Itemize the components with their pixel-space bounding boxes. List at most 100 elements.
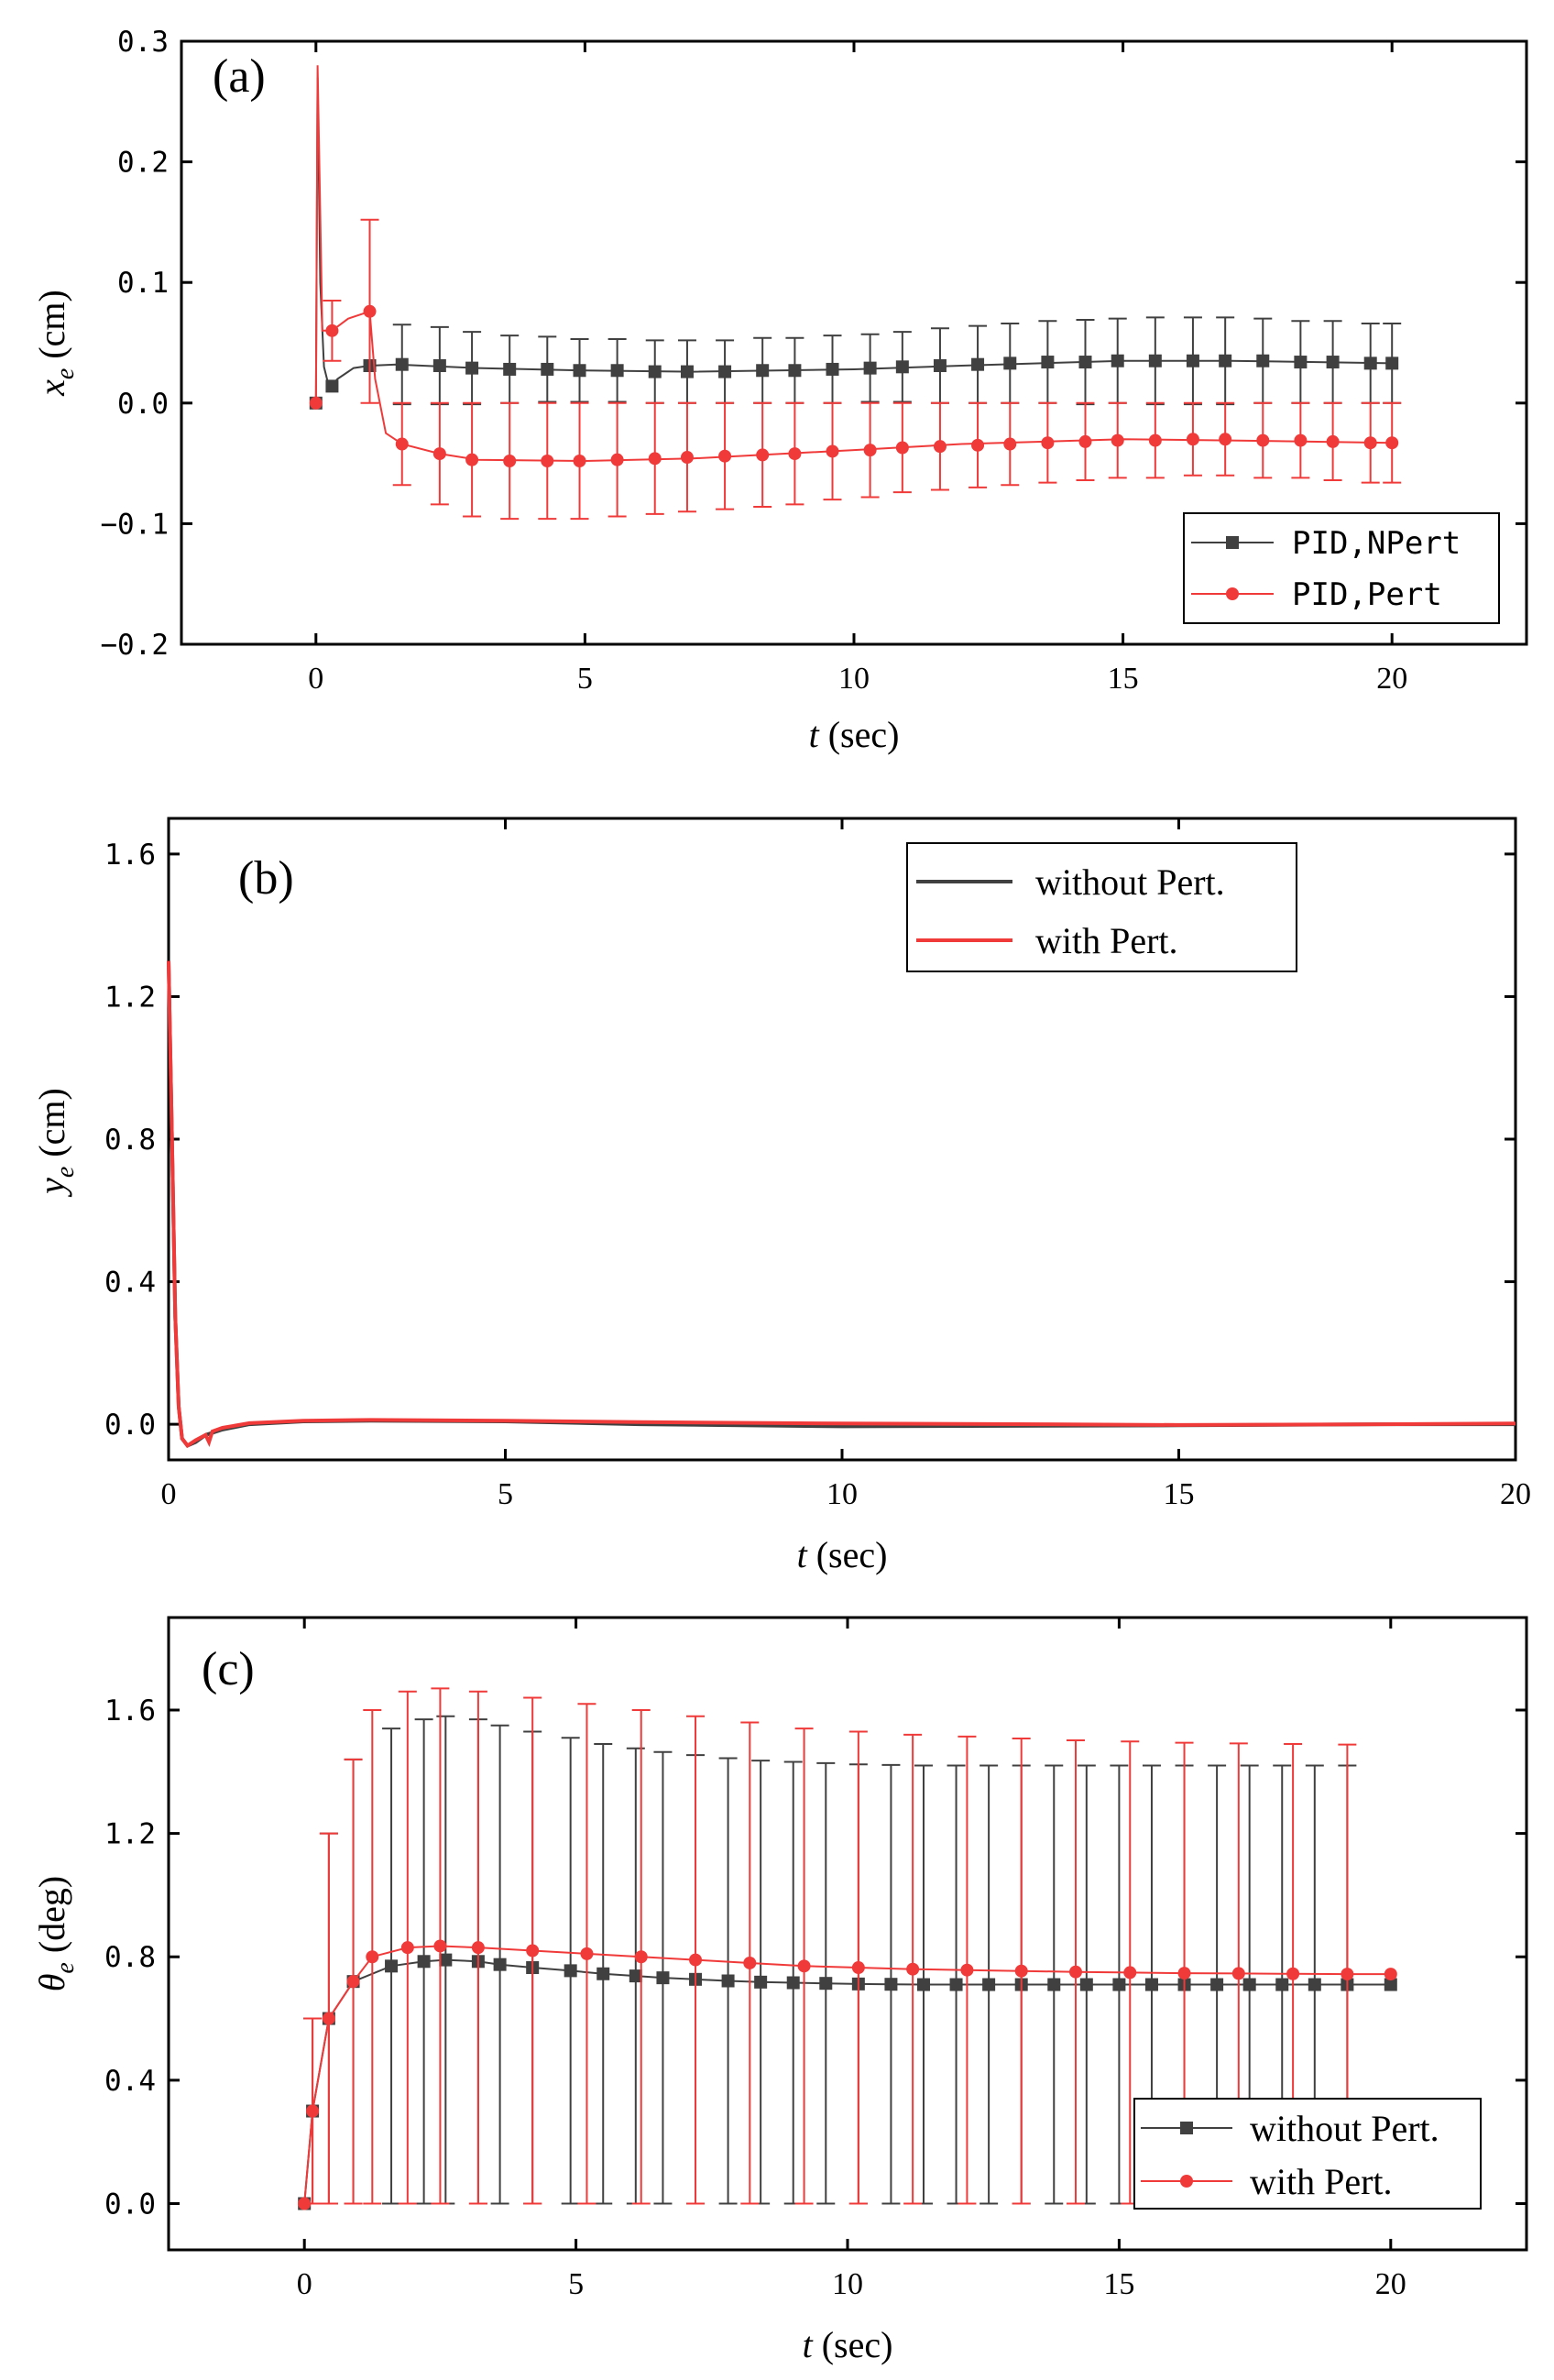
y-tick-label: 1.2 — [104, 1818, 156, 1851]
data-point — [471, 1941, 485, 1955]
legend-pert-marker — [1226, 587, 1239, 600]
data-point — [573, 364, 586, 378]
data-point — [1148, 354, 1162, 367]
data-point — [1079, 1978, 1093, 1991]
data-point — [756, 364, 770, 378]
data-point — [366, 1950, 379, 1964]
data-point — [680, 365, 694, 378]
data-point — [417, 1955, 431, 1969]
data-point — [826, 444, 839, 458]
panel-a-x-ticks: 0 5 10 15 20 — [308, 41, 1407, 696]
panel-a-x-axis-label: t (sec) — [809, 714, 900, 755]
data-point — [689, 1953, 703, 1967]
panel-c-label: (c) — [202, 1643, 255, 1695]
legend-npert-left: PID — [1292, 525, 1348, 562]
data-point — [526, 1944, 540, 1958]
data-point — [432, 359, 446, 373]
y-tick-label: 0.0 — [117, 388, 169, 421]
series-pid-pert — [309, 65, 1402, 521]
data-point — [1210, 1978, 1224, 1991]
data-point — [1219, 433, 1232, 446]
x-tick-label: 20 — [1500, 1477, 1531, 1511]
x-tick-label: 15 — [1164, 1477, 1195, 1511]
data-point — [743, 1956, 757, 1969]
x-tick-label: 10 — [838, 662, 870, 696]
data-point — [1123, 1966, 1137, 1980]
data-point — [1231, 1967, 1245, 1980]
panel-b-legend-entry-without: without Pert. — [916, 861, 1225, 903]
panel-a-plot-area — [309, 65, 1402, 521]
data-point — [610, 453, 624, 466]
legend-npert-marker — [1226, 536, 1239, 549]
x-tick-label: 5 — [498, 1477, 513, 1511]
panel-b-x-axis-label: t (sec) — [797, 1534, 888, 1575]
data-point — [1308, 1978, 1321, 1991]
legend-pert-sep: , — [1348, 576, 1366, 613]
data-point — [564, 1964, 577, 1978]
legend-c-with-marker — [1180, 2175, 1193, 2188]
legend-b-with-text: with Pert. — [1035, 920, 1178, 961]
x-tick-label: 0 — [161, 1477, 177, 1511]
legend-npert-sep: , — [1348, 525, 1366, 562]
data-point — [610, 364, 624, 378]
data-point — [325, 324, 339, 337]
x-tick-label: 15 — [1103, 2267, 1134, 2301]
panel-b-label: (b) — [238, 852, 294, 905]
y-tick-label: 0.1 — [117, 267, 169, 300]
panel-b: 0.0 0.4 0.8 1.2 1.6 0 5 10 15 20 (b) t (sec) ye … — [31, 817, 1531, 1575]
data-point — [1275, 1978, 1289, 1991]
x-tick-label: 20 — [1375, 2267, 1406, 2301]
data-point — [1256, 433, 1270, 447]
panel-a-legend-entry-npert: PID,NPert — [1191, 525, 1461, 562]
panel-c-x-axis-label: t (sec) — [803, 2324, 893, 2365]
data-point — [1256, 354, 1270, 367]
data-point — [786, 1976, 800, 1990]
data-point — [465, 361, 479, 375]
panel-c-y-axis-label: θe (deg) — [31, 1876, 80, 1992]
y-tick-label: −0.1 — [100, 508, 169, 541]
series-line — [167, 960, 1516, 1448]
y-tick-label: 0.0 — [104, 2188, 156, 2221]
data-point — [306, 2104, 320, 2118]
data-point — [298, 2197, 312, 2210]
data-point — [1286, 1967, 1300, 1980]
data-point — [634, 1950, 648, 1964]
data-point — [432, 447, 446, 461]
y-tick-label: 0.8 — [104, 1124, 156, 1157]
x-tick-label: 5 — [568, 2267, 584, 2301]
data-point — [1177, 1967, 1191, 1980]
data-point — [1385, 436, 1399, 450]
data-point — [395, 357, 409, 371]
data-point — [656, 1971, 670, 1985]
data-point — [596, 1967, 610, 1980]
data-point — [322, 2012, 335, 2025]
x-tick-label: 15 — [1108, 662, 1139, 696]
data-point — [1068, 1965, 1082, 1979]
y-tick-label: 0.0 — [104, 1409, 156, 1442]
panel-a-label: (a) — [213, 50, 266, 103]
data-point — [718, 365, 732, 378]
data-point — [933, 440, 947, 454]
data-point — [1384, 1978, 1397, 1991]
data-point — [1326, 434, 1340, 448]
data-point — [648, 452, 662, 466]
panel-a-legend-box — [1183, 512, 1500, 624]
x-tick-label: 0 — [297, 2267, 312, 2301]
data-point — [573, 454, 586, 467]
panel-a-y-axis-label: xe (cm) — [31, 290, 80, 397]
panel-a-legend: PID,NPert PID,Pert — [1183, 512, 1500, 624]
data-point — [819, 1977, 833, 1991]
data-point — [916, 1978, 930, 1991]
data-point — [1078, 356, 1092, 369]
y-tick-label: 1.6 — [104, 839, 156, 872]
data-point — [788, 364, 802, 378]
data-point — [1041, 356, 1055, 369]
data-point — [648, 365, 662, 378]
series-with-pert — [167, 960, 1516, 1449]
panel-c-x-ticks: 0 5 10 15 20 — [297, 1618, 1406, 2301]
panel-b-plot-area — [167, 960, 1516, 1449]
data-point — [1186, 354, 1199, 367]
data-point — [718, 449, 732, 463]
x-tick-label: 0 — [308, 662, 323, 696]
panel-b-legend-entry-with: with Pert. — [916, 920, 1178, 961]
